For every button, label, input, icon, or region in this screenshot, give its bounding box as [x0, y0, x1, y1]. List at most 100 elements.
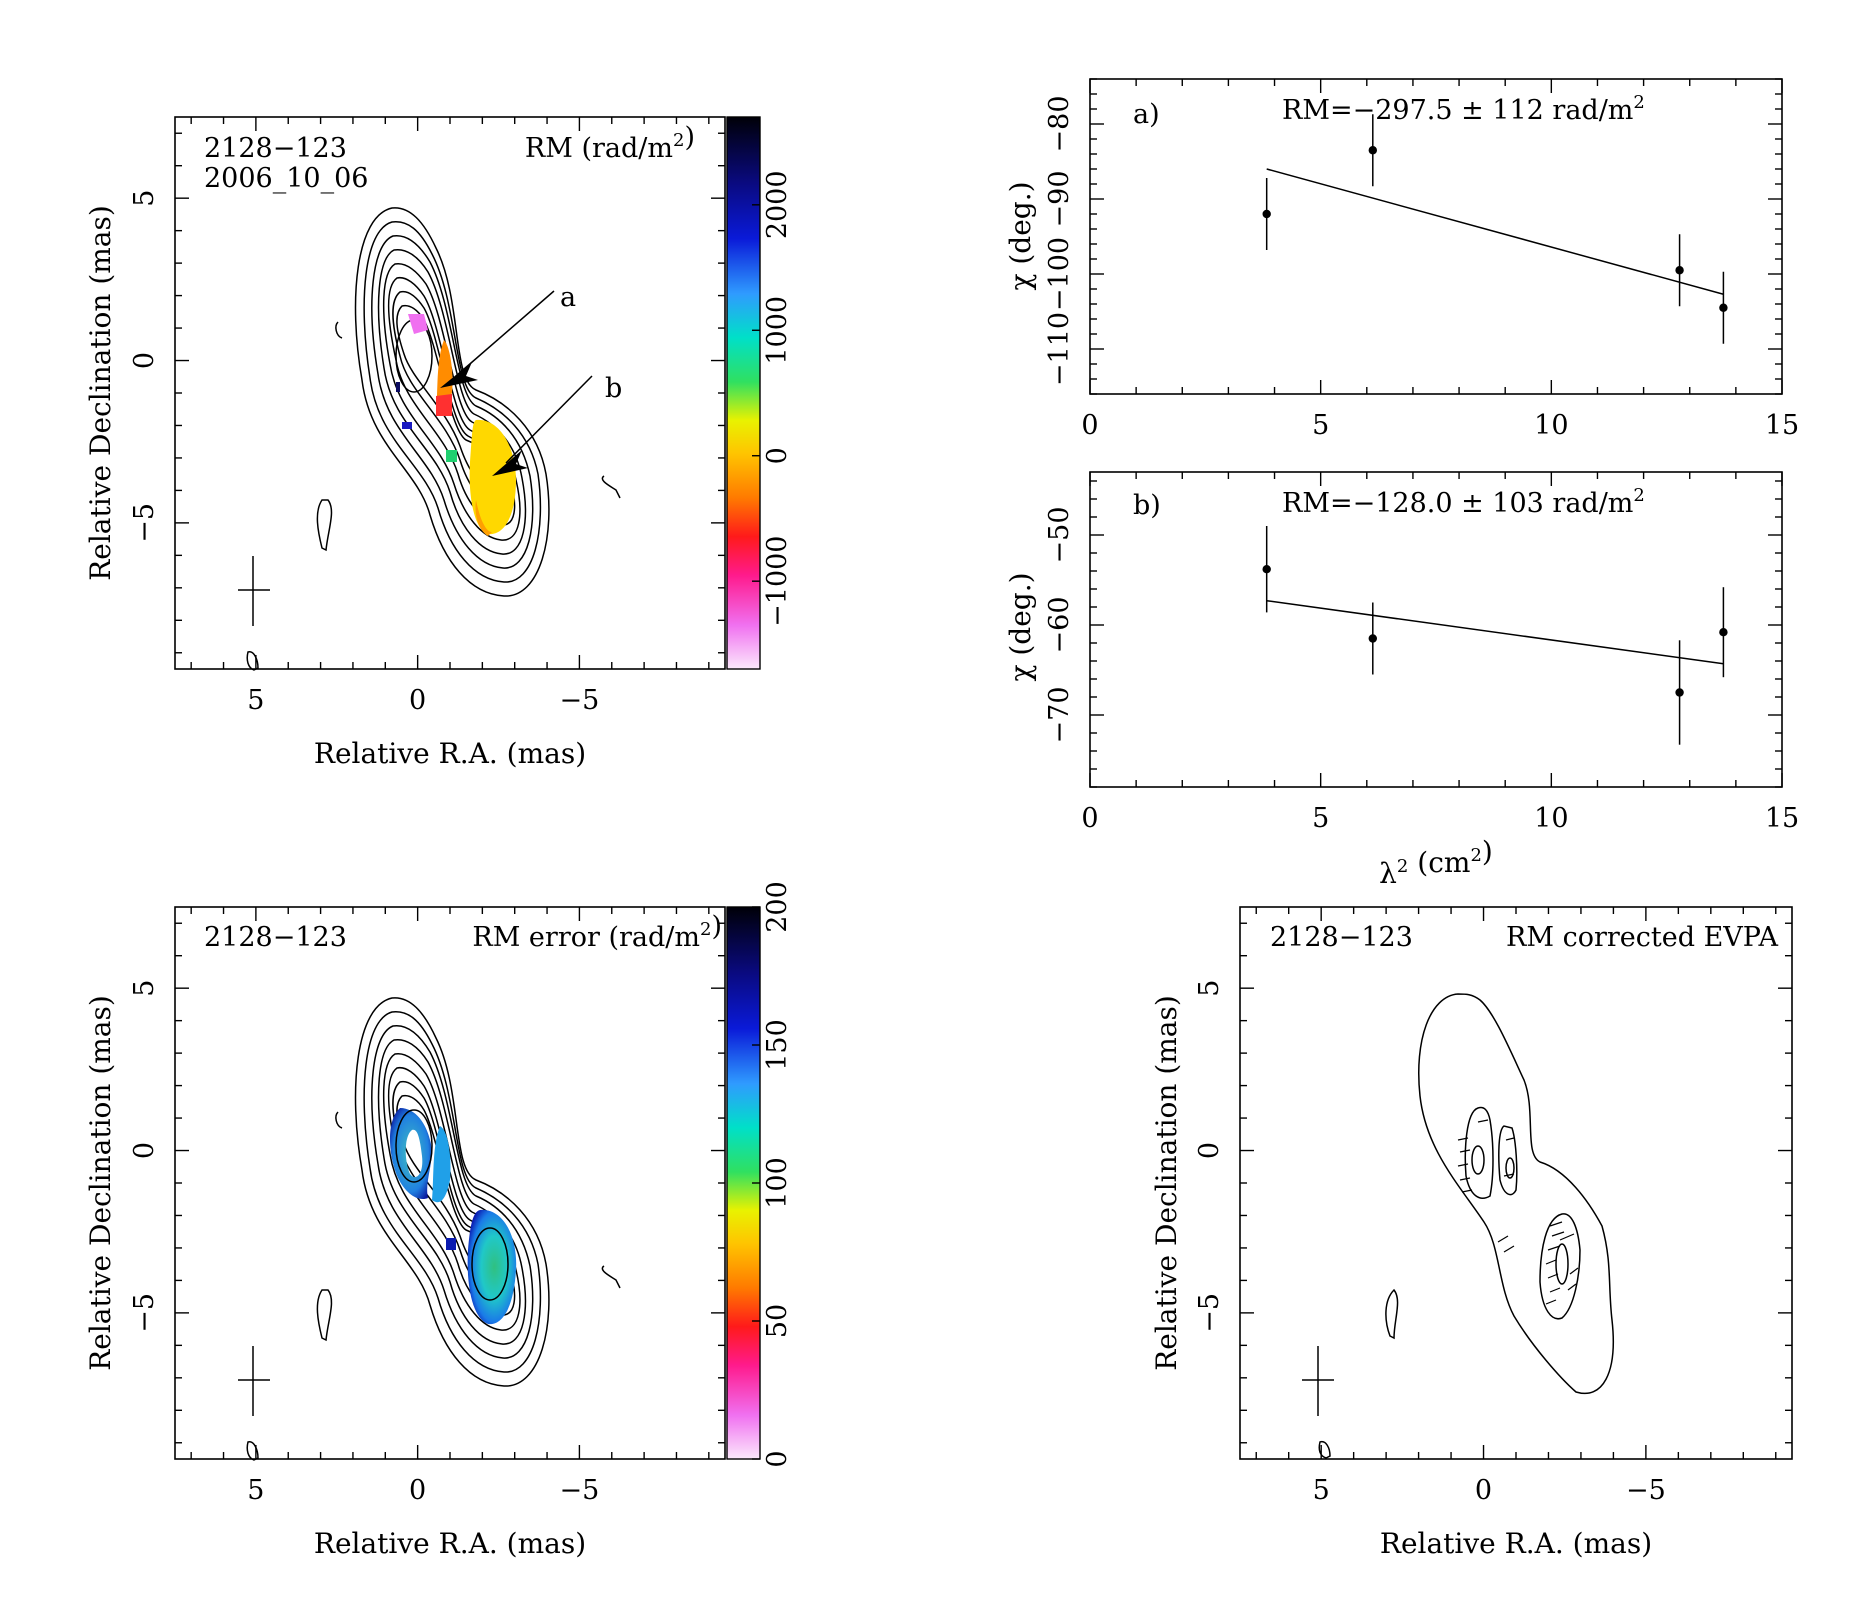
- evpa-map-source-label: 2128−123: [1270, 922, 1413, 953]
- rm-region-core-top: [408, 314, 428, 334]
- x-tick-label: 5: [1313, 1475, 1330, 1506]
- error-region-isolated: [446, 1238, 456, 1250]
- fit-b-label: b): [1133, 490, 1161, 521]
- rm-colorbar-gradient: [726, 116, 761, 670]
- rm-map-source-label: 2128−123: [204, 133, 347, 164]
- y-tick-label: 0: [129, 1142, 160, 1159]
- fit-a-ylabel: χ (deg.): [1004, 181, 1037, 290]
- fit-b-frame: [1089, 471, 1783, 788]
- fit-b-rm-text: RM=−128.0 ± 103 rad/m2: [1282, 485, 1645, 519]
- x-tick-label: 15: [1765, 803, 1799, 834]
- rm-map-panel: a b 5 0 −5 5 0 −5 −1000 0 1000 2000 2128−123 200…: [84, 116, 793, 770]
- rm-region-b: [469, 419, 516, 535]
- colorbar-tick-label: 200: [762, 881, 793, 933]
- x-tick-label: 5: [1312, 410, 1329, 441]
- y-tick-label: −5: [129, 503, 160, 543]
- error-map-ticks: 5 0 −5 5 0 −5: [129, 907, 725, 1506]
- fit-line: [1266, 599, 1724, 665]
- evpa-vectors: [1457, 1119, 1579, 1305]
- y-tick-label: −110: [1044, 312, 1075, 386]
- x-tick-label: −5: [560, 1475, 600, 1506]
- x-tick-label: −5: [560, 685, 600, 716]
- y-tick-label: −5: [1194, 1293, 1225, 1333]
- y-tick-label: 5: [129, 190, 160, 207]
- data-point: [1675, 688, 1684, 697]
- error-source-contours: [238, 997, 621, 1461]
- data-point: [1262, 209, 1271, 219]
- error-colorbar: 0 50 100 150 200: [726, 881, 793, 1468]
- data-point: [1368, 634, 1377, 643]
- x-tick-label: 10: [1534, 410, 1568, 441]
- data-point: [1719, 303, 1728, 312]
- rm-map-xlabel: Relative R.A. (mas): [314, 737, 586, 770]
- error-region-core: [390, 1108, 432, 1200]
- beam-marker: [238, 556, 270, 626]
- fit-a-label: a): [1133, 99, 1160, 130]
- colorbar-tick-label: 0: [762, 447, 793, 464]
- data-point: [1675, 266, 1684, 275]
- error-map-quantity-label: RM error (rad/m2): [472, 911, 722, 953]
- error-region-a: [432, 1126, 451, 1203]
- colorbar-tick-label: −1000: [762, 536, 793, 627]
- colorbar-tick-label: 2000: [762, 170, 793, 239]
- evpa-map-ylabel: Relative Declination (mas): [1150, 995, 1183, 1371]
- y-tick-label: 5: [129, 980, 160, 997]
- x-tick-label: 0: [409, 1475, 426, 1506]
- rm-colorbar: −1000 0 1000 2000: [726, 116, 793, 670]
- evpa-contours: [1318, 993, 1614, 1459]
- x-tick-label: 5: [247, 685, 264, 716]
- rm-region-b-tail: [475, 500, 492, 536]
- colorbar-tick-label: 150: [762, 1019, 793, 1071]
- fit-a-panel: 0 5 10 15 −110−100 −90 −80 a) RM=−297.5 ± 112 …: [1004, 78, 1799, 441]
- x-tick-label: 5: [1312, 803, 1329, 834]
- error-map-ylabel: Relative Declination (mas): [84, 995, 117, 1371]
- y-tick-label: −90: [1044, 171, 1075, 228]
- rm-region-edge: [402, 422, 412, 429]
- colorbar-tick-label: 50: [762, 1304, 793, 1338]
- fit-a-frame: [1089, 78, 1783, 395]
- x-tick-label: 10: [1534, 803, 1568, 834]
- y-tick-label: −60: [1044, 597, 1075, 654]
- rm-region-a-lower: [436, 394, 452, 416]
- x-tick-label: −5: [1626, 1475, 1666, 1506]
- source-contours: [246, 207, 621, 671]
- evpa-map-xlabel: Relative R.A. (mas): [1380, 1527, 1652, 1560]
- colorbar-tick-label: 100: [762, 1157, 793, 1209]
- y-tick-label: 5: [1194, 980, 1225, 997]
- annotation-a: a: [560, 282, 576, 313]
- colorbar-tick-label: 1000: [762, 296, 793, 365]
- error-map-frame: [174, 906, 726, 1460]
- annotation-arrows: a b: [440, 282, 622, 476]
- x-tick-label: 0: [409, 685, 426, 716]
- x-tick-label: 0: [1081, 803, 1098, 834]
- colorbar-tick-label: 0: [762, 1450, 793, 1467]
- fit-a-rm-text: RM=−297.5 ± 112 rad/m2: [1282, 92, 1645, 126]
- evpa-beam-marker: [1302, 1346, 1334, 1416]
- fit-b-ylabel: χ (deg.): [1004, 572, 1037, 681]
- rm-map-quantity-label: RM (rad/m2): [525, 122, 695, 164]
- x-tick-label: 0: [1081, 410, 1098, 441]
- fit-b-xlabel: λ2 (cm2): [1379, 835, 1493, 890]
- error-map-xlabel: Relative R.A. (mas): [314, 1527, 586, 1560]
- y-tick-label: −5: [129, 1293, 160, 1333]
- rm-map-ticks: 5 0 −5 5 0 −5: [129, 117, 725, 716]
- data-point: [1719, 628, 1728, 637]
- y-tick-label: −80: [1044, 96, 1075, 153]
- y-tick-label: 0: [1194, 1142, 1225, 1159]
- fit-b-panel: 0 5 10 15 −70 −60 −50 b) RM=−128.0 ± 103 rad/m…: [1004, 471, 1799, 890]
- data-point: [1368, 146, 1377, 155]
- rm-map-date-label: 2006_10_06: [204, 163, 368, 194]
- y-tick-label: −100: [1044, 237, 1075, 311]
- annotation-b: b: [605, 373, 622, 404]
- y-tick-label: 0: [129, 352, 160, 369]
- y-tick-label: −50: [1044, 507, 1075, 564]
- rm-color-regions: [396, 314, 516, 536]
- evpa-map-panel: 5 0 −5 5 0 −5 2128−123 RM corrected EVPA Rela…: [1150, 906, 1793, 1560]
- rm-map-ylabel: Relative Declination (mas): [84, 205, 117, 581]
- error-map-source-label: 2128−123: [204, 922, 347, 953]
- evpa-map-ticks: 5 0 −5 5 0 −5: [1194, 907, 1792, 1506]
- y-tick-label: −70: [1044, 687, 1075, 744]
- evpa-map-quantity-label: RM corrected EVPA: [1506, 922, 1778, 953]
